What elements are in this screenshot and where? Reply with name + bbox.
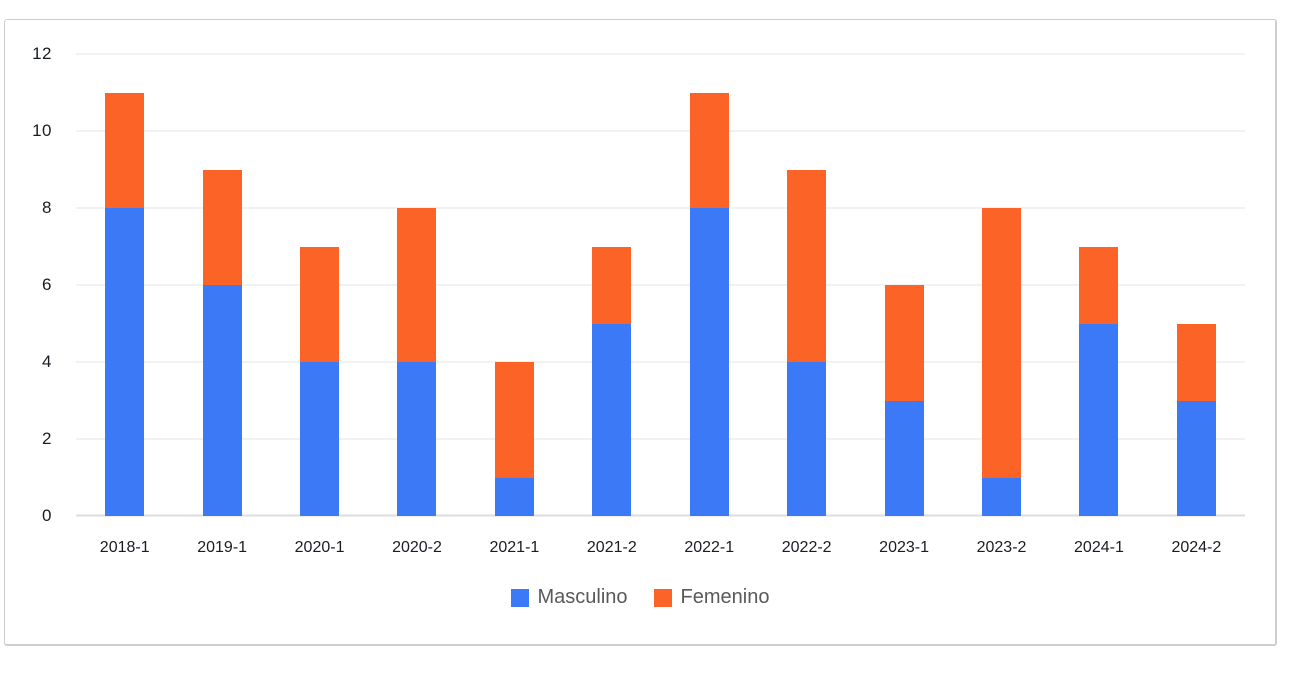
x-tick-label: 2024-2	[1171, 539, 1222, 556]
bar-segment-masculino	[397, 362, 437, 516]
bar-stack	[1176, 54, 1216, 516]
gridline	[76, 53, 1245, 55]
x-tick-label: 2018-1	[99, 539, 150, 556]
bar-segment-masculino	[1176, 400, 1216, 516]
bar-segment-femenino	[105, 92, 145, 209]
bar-segment-femenino	[787, 169, 827, 363]
bar-segment-femenino	[1176, 323, 1216, 401]
gridline	[76, 284, 1245, 286]
bar-slot	[758, 54, 855, 516]
x-tick-label: 2023-2	[976, 539, 1027, 556]
bar-slot	[1148, 54, 1245, 516]
bar-segment-masculino	[982, 477, 1021, 516]
legend-label-masculino: Masculino	[537, 586, 628, 608]
legend-label-femenino: Femenino	[680, 586, 770, 608]
bar-segment-masculino	[689, 208, 729, 516]
bar-stack	[592, 54, 632, 516]
bar-stack	[105, 54, 145, 516]
x-tick-label: 2022-1	[684, 539, 735, 556]
chart-card: 0 2 4 6 8 10 12 2018-1 2019-1 2020-1 2020-2 2021-1…	[4, 19, 1277, 646]
bar-segment-masculino	[300, 362, 340, 516]
gridline	[76, 130, 1245, 132]
bar-stack	[689, 54, 729, 516]
bar-segment-femenino	[397, 208, 437, 363]
x-tick-label: 2023-1	[879, 539, 929, 556]
y-tick-label: 4	[42, 351, 52, 371]
bar-segment-masculino	[202, 285, 242, 516]
bar-segment-masculino	[787, 362, 827, 516]
bar-stack	[300, 54, 340, 516]
x-tick-label: 2024-1	[1074, 539, 1124, 556]
legend-item-masculino: Masculino	[510, 586, 628, 609]
bar-segment-femenino	[202, 169, 242, 285]
bar-stack	[982, 54, 1021, 516]
bar-stack	[884, 54, 924, 516]
bar-slot	[466, 54, 563, 516]
bar-slot	[76, 54, 173, 516]
y-tick-label: 12	[32, 44, 52, 63]
y-tick-label: 2	[42, 429, 52, 448]
bars-layer	[76, 54, 1245, 516]
y-tick-label: 6	[42, 275, 52, 294]
gridline	[76, 438, 1245, 440]
x-tick-label: 2019-1	[197, 539, 248, 556]
legend-item-femenino: Femenino	[653, 586, 770, 609]
bar-stack	[397, 54, 437, 516]
bar-slot	[563, 54, 660, 516]
bar-segment-femenino	[982, 208, 1021, 478]
bar-stack	[787, 54, 827, 516]
gridline	[76, 207, 1245, 209]
bar-stack	[1079, 54, 1119, 516]
x-tick-label: 2020-1	[294, 539, 345, 556]
bar-slot	[1050, 54, 1147, 516]
x-axis-labels: 2018-1 2019-1 2020-1 2020-2 2021-1 2021-2 2022…	[76, 539, 1245, 557]
x-axis-line	[76, 514, 1245, 517]
bar-slot	[271, 54, 368, 516]
bar-slot	[368, 54, 465, 516]
bar-segment-masculino	[884, 400, 924, 516]
bar-segment-femenino	[1079, 246, 1119, 324]
bar-segment-femenino	[300, 246, 340, 363]
bar-stack	[494, 54, 534, 516]
bar-slot	[661, 54, 758, 516]
bar-slot	[953, 54, 1050, 516]
bar-segment-femenino	[494, 362, 534, 478]
x-tick-label: 2021-1	[489, 539, 540, 556]
gridline	[76, 361, 1245, 363]
bar-segment-masculino	[1079, 323, 1119, 516]
x-tick-label: 2022-2	[781, 539, 832, 556]
bar-segment-masculino	[494, 477, 534, 516]
y-tick-label: 8	[42, 197, 52, 217]
bar-segment-masculino	[105, 208, 145, 516]
bar-segment-femenino	[884, 285, 924, 401]
bar-slot	[173, 54, 270, 516]
y-tick-label: 0	[42, 506, 52, 525]
legend: Masculino Femenino	[5, 586, 1275, 609]
bar-stack	[202, 54, 242, 516]
legend-swatch-masculino	[510, 588, 529, 607]
y-tick-label: 10	[32, 120, 52, 140]
legend-swatch-femenino	[653, 588, 672, 607]
plot-area	[76, 53, 1245, 517]
bar-segment-masculino	[592, 323, 632, 516]
x-tick-label: 2021-2	[586, 539, 637, 556]
y-axis-labels: 0 2 4 6 8 10 12	[5, 44, 52, 525]
bar-segment-femenino	[592, 246, 632, 324]
bar-segment-femenino	[689, 92, 729, 209]
bar-slot	[855, 54, 952, 516]
x-tick-label: 2020-2	[392, 539, 442, 556]
